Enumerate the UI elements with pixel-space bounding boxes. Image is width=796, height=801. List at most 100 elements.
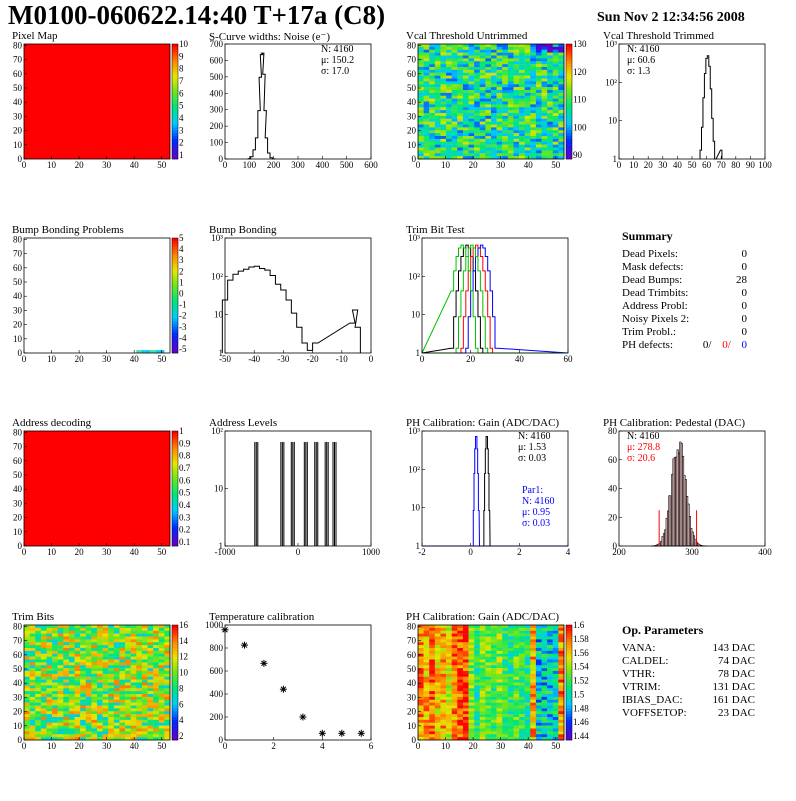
x-tick-label: 0 <box>22 160 27 170</box>
timestamp: Sun Nov 2 12:34:56 2008 <box>597 10 745 26</box>
y-tick-label: 1 <box>219 348 224 358</box>
palette-label: 0.1 <box>179 537 190 547</box>
summary-value: 0 <box>742 326 748 338</box>
chart-title: Bump Bonding <box>209 224 277 236</box>
summary-value: 0 <box>742 287 748 299</box>
palette-label: 0.6 <box>179 475 191 485</box>
y-tick-label: 50 <box>407 664 417 674</box>
x-tick-label: 0 <box>22 741 27 751</box>
x-tick-label: 40 <box>130 160 140 170</box>
op-parameter-value: 143 DAC <box>713 642 755 654</box>
chart-title: Address decoding <box>12 417 91 429</box>
y-tick-label: 20 <box>407 126 417 136</box>
palette-label: 0.3 <box>179 512 191 522</box>
palette-label: 4 <box>179 113 184 123</box>
op-parameter-row: VTHR:78 DAC <box>622 668 755 681</box>
palette-label: 14 <box>179 636 189 646</box>
palette-label: 1.58 <box>573 634 589 644</box>
y-tick-label: 70 <box>13 249 23 259</box>
palette-label: 6 <box>179 699 184 709</box>
y-tick-label: 200 <box>210 121 224 131</box>
y-tick-label: 30 <box>13 498 23 508</box>
palette-label: 3 <box>179 125 184 135</box>
gain-histogram <box>483 437 490 546</box>
x-tick-label: 60 <box>702 160 712 170</box>
stats-line: μ: 1.53 <box>518 442 551 453</box>
y-tick-label: 40 <box>13 678 23 688</box>
chart-title: Trim Bit Test <box>406 224 465 236</box>
op-parameter-value: 74 DAC <box>718 655 755 667</box>
y-tick-label: 60 <box>13 650 23 660</box>
y-tick-label: 60 <box>13 263 23 273</box>
histogram-line <box>222 266 360 353</box>
summary-value: 0 <box>742 313 748 325</box>
stats-line: Par1: <box>522 485 555 496</box>
y-tick-label: 70 <box>407 55 417 65</box>
summary-label: Noisy Pixels 2: <box>622 313 689 325</box>
op-parameter-row: IBIAS_DAC:161 DAC <box>622 694 755 707</box>
palette-label: 1 <box>179 277 184 287</box>
x-tick-label: 10 <box>441 160 451 170</box>
x-tick-label: 20 <box>75 354 85 364</box>
plot-frame <box>225 625 371 740</box>
y-tick-label: 30 <box>13 692 23 702</box>
stats-line: σ: 17.0 <box>321 66 354 77</box>
heatmap-cell <box>136 350 139 353</box>
x-tick-label: 30 <box>496 160 506 170</box>
y-tick-label: 10 <box>13 334 23 344</box>
x-tick-label: 40 <box>673 160 683 170</box>
data-point <box>280 686 287 693</box>
x-tick-label: 20 <box>644 160 654 170</box>
heatmap-cell <box>156 350 159 353</box>
palette-label: 120 <box>573 67 587 77</box>
palette-label: 130 <box>573 39 587 49</box>
chart-title: Trim Bits <box>12 611 54 623</box>
x-tick-label: 300 <box>685 547 699 557</box>
y-tick-label: 10² <box>408 464 420 474</box>
y-tick-label: 500 <box>210 72 224 82</box>
op-parameter-label: VANA: <box>622 642 655 654</box>
x-tick-label: 50 <box>551 741 561 751</box>
y-tick-label: 20 <box>13 126 23 136</box>
palette-label: 5 <box>179 101 184 111</box>
chart-title: PH Calibration: Gain (ADC/DAC) <box>406 611 559 623</box>
op-parameter-row: VANA: 143 DAC <box>622 642 755 655</box>
x-tick-label: 2 <box>517 547 522 557</box>
x-tick-label: 20 <box>469 741 479 751</box>
heatmap-cells <box>24 625 170 740</box>
x-tick-label: 30 <box>102 741 112 751</box>
stats-line: σ: 20.6 <box>627 453 660 464</box>
palette-bar <box>566 625 572 740</box>
x-tick-label: 40 <box>130 547 140 557</box>
summary-label: Dead Trimbits: <box>622 287 688 299</box>
y-tick-label: 0 <box>219 154 224 164</box>
palette-label: 1.6 <box>573 620 585 630</box>
x-tick-label: 300 <box>291 160 305 170</box>
summary-row: Address Probl:0 <box>622 300 747 313</box>
x-tick-label: -20 <box>307 354 319 364</box>
palette-label: 100 <box>573 122 587 132</box>
palette-label: 1.44 <box>573 731 589 741</box>
x-tick-label: 30 <box>102 547 112 557</box>
palette-label: 110 <box>573 95 587 105</box>
y-tick-label: 10 <box>407 140 417 150</box>
heatmap-fill <box>24 44 170 159</box>
x-tick-label: 0 <box>420 354 425 364</box>
y-tick-label: 30 <box>13 305 23 315</box>
x-tick-label: 600 <box>364 160 378 170</box>
y-tick-label: 10 <box>13 721 23 731</box>
y-tick-label: 40 <box>13 484 23 494</box>
palette-label: 1.48 <box>573 703 589 713</box>
